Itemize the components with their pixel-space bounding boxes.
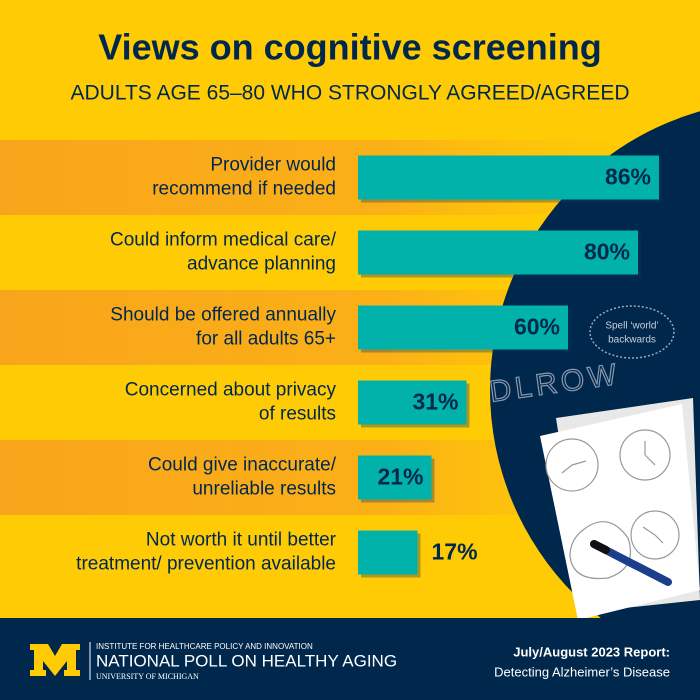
speech-bubble: Spell ‘world’ backwards <box>589 305 675 359</box>
value-label: 31% <box>412 389 458 415</box>
category-label: Concerned about privacy <box>125 380 337 401</box>
clock-drawings <box>545 429 680 580</box>
bubble-text: Spell ‘world’ <box>605 321 658 332</box>
value-label: 21% <box>377 464 423 490</box>
category-label: of results <box>259 404 336 425</box>
bar <box>358 230 638 275</box>
value-label: 17% <box>432 539 478 565</box>
bar <box>358 155 659 200</box>
bubble-text: backwards <box>608 335 656 346</box>
report: July/August 2023 Report: <box>513 644 670 659</box>
category-label: unreliable results <box>192 479 336 500</box>
poll-name: NATIONAL POLL ON HEALTHY AGING <box>96 651 397 670</box>
bar <box>358 455 432 500</box>
logo <box>30 644 80 676</box>
category-label: Not worth it until better <box>146 530 337 551</box>
chart-subtitle: ADULTS AGE 65–80 WHO STRONGLY AGREED/AGR… <box>70 82 629 105</box>
university: UNIVERSITY OF MICHIGAN <box>96 672 199 681</box>
category-label: Should be offered annually <box>110 305 336 326</box>
category-label: treatment/ prevention available <box>76 554 336 575</box>
value-label: 80% <box>584 239 630 265</box>
chart-title: Views on cognitive screening <box>98 27 602 68</box>
category-label: Provider would <box>210 155 336 176</box>
bar <box>358 530 418 575</box>
bar <box>358 380 467 425</box>
category-label: recommend if needed <box>152 179 336 200</box>
institute: INSTITUTE FOR HEALTHCARE POLICY AND INNO… <box>96 642 313 651</box>
footer <box>0 618 700 700</box>
value-label: 86% <box>605 164 651 190</box>
category-label: Could give inaccurate/ <box>148 455 337 476</box>
paper <box>540 404 700 618</box>
category-label: Could inform medical care/ <box>110 230 337 251</box>
report-title: Detecting Alzheimer’s Disease <box>494 664 670 679</box>
category-label: advance planning <box>187 254 336 275</box>
value-label: 60% <box>514 314 560 340</box>
category-label: for all adults 65+ <box>196 329 336 350</box>
bar <box>358 305 568 350</box>
pen <box>590 540 672 586</box>
